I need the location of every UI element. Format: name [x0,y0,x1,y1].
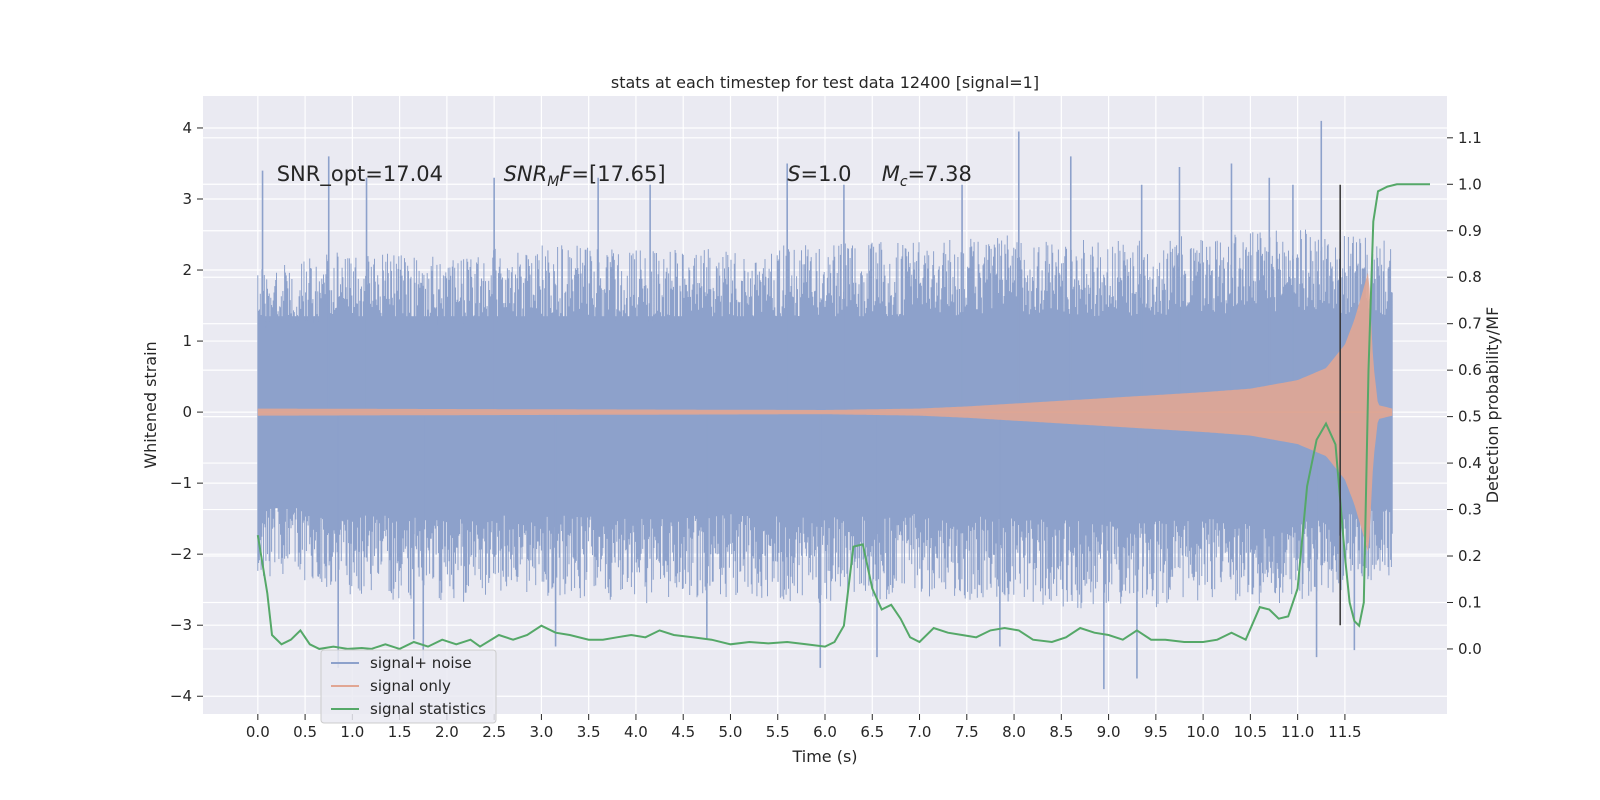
x-tick-label: 3.0 [529,723,553,741]
x-axis-label: Time (s) [791,747,857,766]
y2-axis-label: Detection probability/MF [1483,307,1502,504]
x-tick-label: 3.5 [577,723,601,741]
y2-tick-label: 0.5 [1458,408,1482,426]
x-tick-label: 9.5 [1144,723,1168,741]
legend-box [320,649,497,724]
y2-tick-label: 0.3 [1458,501,1482,519]
legend-label-signal-statistics: signal statistics [370,700,486,718]
x-tick-label: 2.0 [435,723,459,741]
x-tick-label: 0.5 [293,723,317,741]
x-tick-label: 7.5 [955,723,979,741]
y-tick-label: −3 [170,616,192,634]
x-tick-label: 1.0 [340,723,364,741]
y2-tick-label: 0.2 [1458,547,1482,565]
y-axis-label: Whitened strain [141,341,160,468]
x-tick-label: 11.5 [1328,723,1361,741]
x-tick-label: 9.0 [1097,723,1121,741]
x-tick-label: 4.0 [624,723,648,741]
x-tick-label: 5.0 [719,723,743,741]
y2-tick-label: 1.0 [1458,175,1482,193]
y-tick-label: 3 [182,190,192,208]
y2-tick-label: 0.4 [1458,454,1482,472]
x-tick-label: 6.5 [860,723,884,741]
x-tick-label: 4.5 [671,723,695,741]
y-tick-label: −2 [170,545,192,563]
x-tick-label: 6.0 [813,723,837,741]
y2-tick-label: 0.9 [1458,222,1482,240]
y-tick-label: 2 [182,261,192,279]
y2-tick-label: 0.1 [1458,593,1482,611]
annotation-0: SNR_opt=17.04 [277,162,443,187]
legend-label-signal-noise: signal+ noise [370,654,472,672]
y2-tick-label: 0.6 [1458,361,1482,379]
series-signal-statistics [256,183,1430,650]
annotation-2: S=1.0 [787,162,851,186]
y2-axis-ticks: 0.0 0.1 0.2 0.3 0.4 0.5 0.6 0.7 0.8 0.9 1.0 1.1 [1447,129,1482,658]
x-tick-label: 0.0 [246,723,270,741]
x-tick-label: 2.5 [482,723,506,741]
annotations: SNR_opt=17.04 SNRMF=[17.65] S=1.0 Mc=7.38 [277,162,972,190]
y-tick-label: −4 [170,687,192,705]
y-tick-label: −1 [170,474,192,492]
stats-line [256,183,1430,650]
x-tick-label: 5.5 [766,723,790,741]
y-tick-label: 4 [182,119,192,137]
series-signal-only [257,272,1393,552]
y-axis-ticks: −4 −3 −2 −1 0 1 2 3 4 [170,119,203,705]
chart-title: stats at each timestep for test data 124… [611,73,1039,92]
annotation-3: Mc=7.38 [882,162,972,190]
x-tick-label: 8.0 [1002,723,1026,741]
x-tick-label: 11.0 [1281,723,1314,741]
annotation-1: SNRMF=[17.65] [504,162,666,190]
x-tick-label: 8.5 [1049,723,1073,741]
x-tick-label: 1.5 [388,723,412,741]
y2-tick-label: 1.1 [1458,129,1482,147]
y2-tick-label: 0.8 [1458,268,1482,286]
y2-tick-label: 0.0 [1458,640,1482,658]
y-tick-label: 1 [182,332,192,350]
x-tick-label: 7.0 [908,723,932,741]
y2-tick-label: 0.7 [1458,315,1482,333]
legend: signal+ noise signal only signal statist… [320,649,497,724]
x-axis-ticks: 0.0 0.5 1.0 1.5 2.0 2.5 3.0 3.5 4.0 4.5 5.0 5.5 6.0 6… [246,714,1362,741]
y-tick-label: 0 [182,403,192,421]
x-tick-label: 10.5 [1234,723,1267,741]
legend-label-signal-only: signal only [370,677,451,695]
x-tick-label: 10.0 [1186,723,1219,741]
